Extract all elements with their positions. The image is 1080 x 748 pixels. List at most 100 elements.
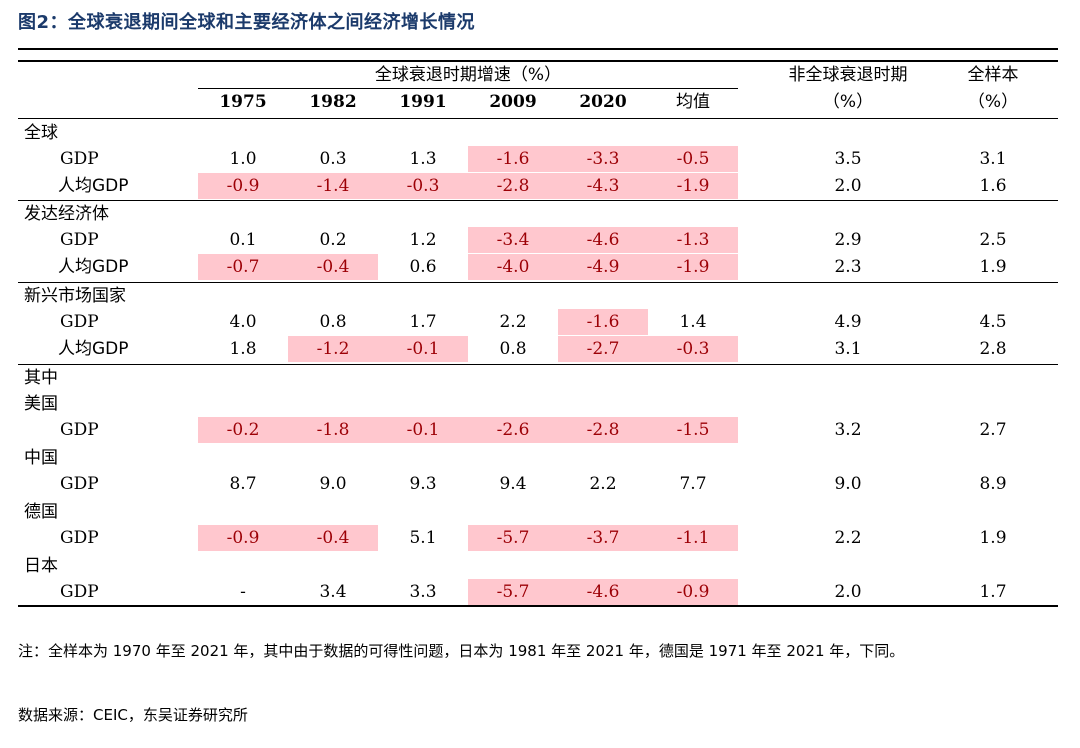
table-cell: -0.9 <box>198 525 288 551</box>
table-cell: 1.0 <box>229 149 257 169</box>
table-cell: 3.2 <box>834 420 862 440</box>
page-title: 图2：全球衰退期间全球和主要经济体之间经济增长情况 <box>18 12 476 33</box>
table-cell: -1.1 <box>648 525 738 551</box>
data-source: 数据来源：CEIC，东吴证券研究所 <box>18 706 248 724</box>
row-label: GDP <box>60 230 99 250</box>
table-cell: -2.8 <box>558 417 648 443</box>
table-cell: -0.1 <box>378 417 468 443</box>
table-cell: 2.3 <box>834 257 862 277</box>
table-cell: -1.9 <box>648 254 738 280</box>
table-cell: 2.0 <box>834 176 862 196</box>
header-bottom-rule <box>18 118 1058 119</box>
header-full-sample: 全样本 <box>967 65 1019 85</box>
table-cell: 2.2 <box>499 312 527 332</box>
table-cell: -3.4 <box>468 227 558 253</box>
table-cell: 2.8 <box>979 339 1007 359</box>
header-recession-group: 全球衰退时期增速（%） <box>374 65 562 85</box>
row-label: GDP <box>60 582 99 602</box>
table-cell: -4.0 <box>468 254 558 280</box>
header-nonrecession: 非全球衰退时期 <box>788 65 908 85</box>
table-cell: -1.3 <box>648 227 738 253</box>
table-cell: 0.1 <box>229 230 257 250</box>
table-cell: 1.7 <box>979 582 1007 602</box>
table-cell: 2.2 <box>834 528 862 548</box>
section-divider <box>18 364 1058 365</box>
table-cell: -1.5 <box>648 417 738 443</box>
title-rule <box>18 48 1058 50</box>
table-cell: -3.3 <box>558 146 648 172</box>
table-cell: 8.9 <box>979 474 1007 494</box>
table-cell: -2.7 <box>558 336 648 362</box>
table-cell: 1.3 <box>409 149 437 169</box>
row-label: GDP <box>60 312 99 332</box>
row-label: 人均GDP <box>58 257 129 277</box>
table-cell: 7.7 <box>679 474 707 494</box>
table-cell: -3.7 <box>558 525 648 551</box>
table-cell: -4.3 <box>558 173 648 199</box>
table-cell: 3.3 <box>409 582 437 602</box>
table-cell: 9.4 <box>499 474 527 494</box>
table-cell: -1.4 <box>288 173 378 199</box>
table-note: 注：全样本为 1970 年至 2021 年，其中由于数据的可得性问题，日本为 1… <box>18 642 905 660</box>
group-label-emerging: 新兴市场国家 <box>24 286 126 306</box>
row-label: GDP <box>60 528 99 548</box>
group-label-germany: 德国 <box>24 502 58 522</box>
table-cell: -1.6 <box>468 146 558 172</box>
table-cell: -0.7 <box>198 254 288 280</box>
row-label: 人均GDP <box>58 339 129 359</box>
table-cell: 5.1 <box>409 528 437 548</box>
table-cell: 0.8 <box>319 312 347 332</box>
table-cell: -0.2 <box>198 417 288 443</box>
table-cell: 2.5 <box>979 230 1007 250</box>
table-cell: 8.7 <box>229 474 257 494</box>
header-year-1982: 1982 <box>309 92 357 112</box>
table-cell: 3.5 <box>834 149 862 169</box>
table-cell: 9.0 <box>834 474 862 494</box>
table-cell: 1.9 <box>979 528 1007 548</box>
table-cell: 1.2 <box>409 230 437 250</box>
header-mean: 均值 <box>676 92 710 112</box>
group-label-us: 美国 <box>24 394 58 414</box>
table-cell: 3.1 <box>979 149 1007 169</box>
header-full-sample-unit: （%） <box>967 92 1019 112</box>
table-cell: -2.6 <box>468 417 558 443</box>
table-cell: 0.6 <box>409 257 437 277</box>
table-cell: -4.9 <box>558 254 648 280</box>
group-label-japan: 日本 <box>24 556 58 576</box>
table-cell: -0.4 <box>288 254 378 280</box>
table-cell: 4.0 <box>229 312 257 332</box>
table-cell: 2.7 <box>979 420 1007 440</box>
table-cell: 4.5 <box>979 312 1007 332</box>
table-cell: 0.2 <box>319 230 347 250</box>
header-underline <box>198 88 738 89</box>
table-cell: 0.3 <box>319 149 347 169</box>
table-cell: -1.6 <box>558 309 648 335</box>
section-divider <box>18 200 1058 201</box>
table-cell: -2.8 <box>468 173 558 199</box>
table-cell: 2.9 <box>834 230 862 250</box>
table-cell: 3.1 <box>834 339 862 359</box>
table-cell: 3.4 <box>319 582 347 602</box>
table-cell: -1.2 <box>288 336 378 362</box>
table-cell: 9.3 <box>409 474 437 494</box>
table-cell: 1.6 <box>979 176 1007 196</box>
header-nonrecession-unit: （%） <box>822 92 874 112</box>
table-cell: -0.3 <box>648 336 738 362</box>
table-top-rule <box>18 60 1058 62</box>
table-cell: -1.8 <box>288 417 378 443</box>
table-cell: -0.4 <box>288 525 378 551</box>
header-year-2009: 2009 <box>489 92 537 112</box>
header-year-2020: 2020 <box>579 92 627 112</box>
table-cell: -4.6 <box>558 579 648 605</box>
table-cell: 2.2 <box>589 474 617 494</box>
table-cell: 1.9 <box>979 257 1007 277</box>
table-cell: 1.7 <box>409 312 437 332</box>
table-cell: 2.0 <box>834 582 862 602</box>
group-label-among: 其中 <box>24 368 58 388</box>
table-cell: -0.1 <box>378 336 468 362</box>
table-cell: -0.3 <box>378 173 468 199</box>
table-cell: 4.9 <box>834 312 862 332</box>
table-cell: 0.8 <box>499 339 527 359</box>
table-cell: -5.7 <box>468 579 558 605</box>
table-cell: 1.4 <box>679 312 707 332</box>
